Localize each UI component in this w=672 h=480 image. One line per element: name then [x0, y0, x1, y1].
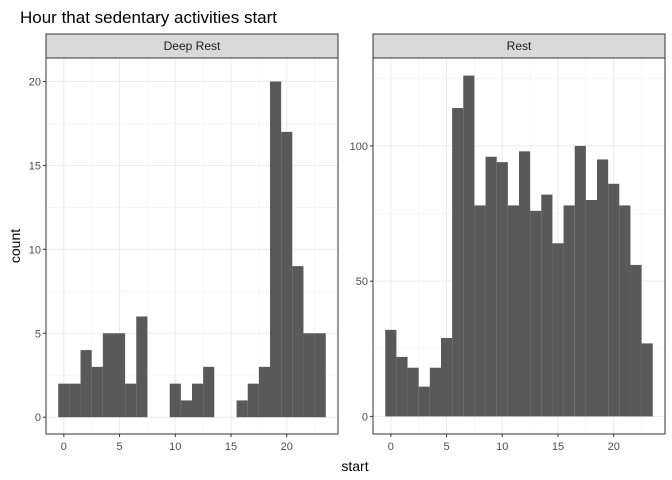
bar	[429, 367, 441, 417]
bar	[113, 333, 126, 418]
bar	[125, 383, 137, 418]
bar	[136, 316, 148, 418]
bar	[452, 108, 464, 417]
bar	[180, 400, 192, 418]
y-tick-label: 50	[356, 276, 368, 288]
panel-border-deep-rest	[45, 57, 339, 435]
y-tick-label: 100	[350, 141, 368, 153]
y-tick-label: 10	[29, 244, 41, 256]
bar	[407, 367, 419, 417]
bar	[496, 162, 508, 417]
x-tick-label: 0	[388, 441, 394, 453]
x-axis-deep-rest: 0 5 10 15 20	[61, 434, 293, 453]
bar	[630, 264, 642, 417]
bar	[270, 81, 282, 418]
y-axis-title: count	[7, 229, 23, 263]
bar	[541, 194, 553, 417]
bar	[507, 205, 519, 417]
bars-deep-rest	[58, 81, 326, 418]
x-axis-rest: 0 5 10 15 20	[388, 434, 620, 453]
bar	[552, 243, 564, 417]
bar	[281, 131, 293, 418]
bar	[247, 383, 259, 418]
bar	[203, 366, 215, 418]
y-tick-label: 0	[35, 412, 41, 424]
bars-rest	[385, 75, 653, 417]
x-tick-label: 15	[552, 441, 564, 453]
y-axis-rest: 0 50 100	[350, 141, 373, 423]
x-tick-label: 5	[443, 441, 449, 453]
strip-label-rest: Rest	[507, 39, 532, 53]
bar	[563, 205, 575, 417]
bar	[303, 333, 315, 418]
x-tick-label: 20	[608, 441, 620, 453]
bar	[463, 75, 475, 417]
bar	[396, 356, 408, 417]
bar	[608, 183, 620, 417]
panel-border-rest	[372, 57, 666, 435]
bar	[236, 400, 248, 418]
bar	[585, 200, 598, 417]
bar	[69, 383, 81, 418]
y-tick-label: 20	[29, 77, 41, 89]
bar	[641, 343, 653, 417]
bar	[440, 337, 453, 417]
bar	[292, 266, 304, 418]
strip-deep-rest	[45, 33, 339, 59]
y-axis-deep-rest: 0 5 10 15 20	[29, 77, 46, 424]
strip-rest	[372, 33, 666, 59]
bar	[385, 329, 397, 417]
bar	[418, 386, 430, 417]
bar	[80, 350, 92, 418]
x-tick-label: 0	[61, 441, 67, 453]
panel-deep-rest: Deep Rest 0 5 10 15 20 0 5 10 15 20	[29, 33, 339, 453]
strip-label-deep-rest: Deep Rest	[164, 39, 221, 53]
x-tick-label: 15	[225, 441, 237, 453]
bar	[485, 156, 497, 417]
bar	[102, 333, 114, 418]
x-tick-label: 5	[116, 441, 122, 453]
x-axis-title: start	[341, 458, 368, 474]
x-tick-label: 20	[281, 441, 293, 453]
bar	[474, 205, 486, 417]
bar	[619, 205, 631, 417]
bar	[169, 383, 181, 418]
bar	[530, 210, 542, 417]
y-tick-label: 5	[35, 328, 41, 340]
bar	[258, 366, 271, 418]
bar	[314, 333, 326, 418]
y-tick-label: 15	[29, 160, 41, 172]
y-tick-label: 0	[362, 411, 368, 423]
x-tick-label: 10	[169, 441, 181, 453]
bar	[597, 159, 609, 417]
bar	[58, 383, 70, 418]
bar	[91, 366, 103, 418]
x-tick-label: 10	[496, 441, 508, 453]
panel-rest: Rest 0 50 100 0 5 10 15 20	[350, 33, 666, 453]
bar	[519, 151, 531, 417]
chart-title: Hour that sedentary activities start	[20, 8, 277, 27]
bar	[192, 383, 204, 418]
bar	[574, 145, 586, 417]
